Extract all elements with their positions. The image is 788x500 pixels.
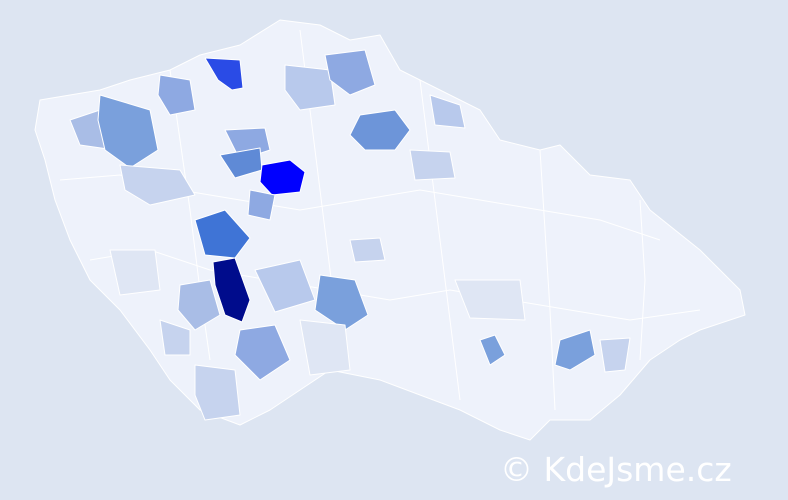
border: [639, 199, 646, 361]
district: [409, 149, 456, 181]
district: [119, 164, 196, 206]
district: [109, 249, 161, 296]
district: [247, 189, 276, 221]
district: [259, 159, 306, 196]
district: [194, 364, 241, 421]
watermark: © KdeJsme.cz: [500, 450, 732, 489]
district: [554, 329, 596, 371]
district: [349, 109, 411, 151]
district: [479, 334, 506, 366]
district: [212, 257, 251, 323]
district: [204, 57, 244, 91]
districts: [69, 49, 631, 421]
district: [159, 319, 191, 356]
district: [429, 94, 466, 129]
district: [234, 324, 291, 381]
district: [599, 337, 631, 373]
district: [314, 274, 369, 331]
district: [157, 74, 196, 116]
district: [254, 259, 316, 313]
border: [539, 149, 556, 411]
district: [177, 279, 221, 331]
district: [324, 49, 376, 96]
border: [89, 249, 701, 321]
district: [349, 237, 386, 263]
border: [419, 79, 461, 401]
district: [454, 279, 526, 321]
district: [194, 209, 251, 259]
country: [34, 19, 746, 441]
district: [284, 64, 336, 111]
district: [299, 319, 351, 376]
